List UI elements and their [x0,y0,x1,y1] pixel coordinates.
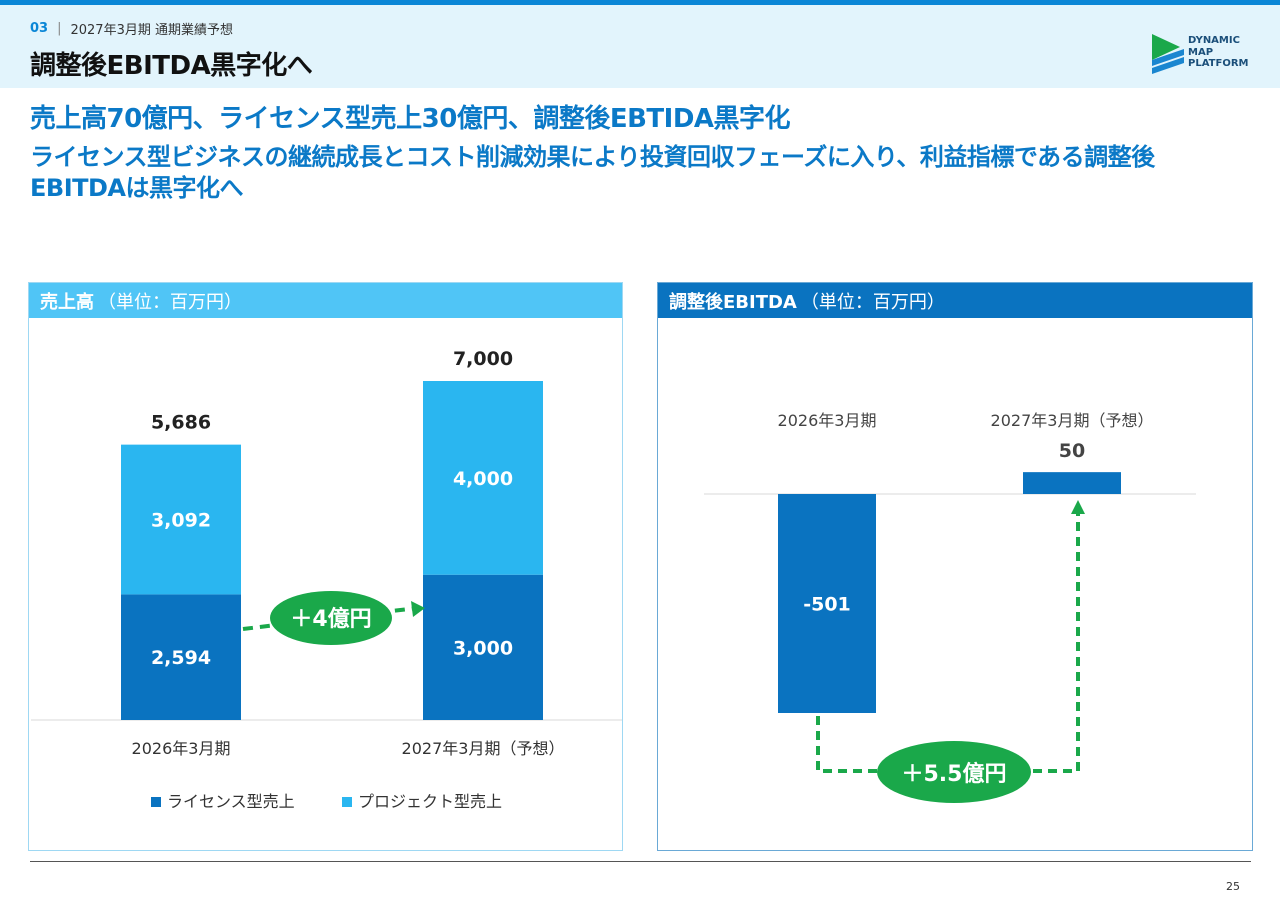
revenue-delta-label: ＋4億円 [290,606,371,632]
ebitda-arrow-head-icon [1071,500,1085,514]
page-title: 調整後EBITDA黒字化へ [30,51,313,81]
revenue-bar-project-1 [423,381,543,575]
revenue-panel-header: 売上高 （単位：百万円） [29,283,622,318]
revenue-total-label: 7,000 [453,348,513,370]
ebitda-category-label: 2027年3月期（予想） [991,411,1154,430]
legend-license-swatch [151,797,161,807]
ebitda-panel-unit: （単位：百万円） [800,291,945,313]
legend-project-swatch [342,797,352,807]
revenue-chart: 2,594 3,092 5,686 2026年3月期 3,000 4,000 7,000 20… [31,348,634,811]
legend-license-label: ライセンス型売上 [167,792,295,811]
revenue-total-label: 5,686 [151,412,211,434]
section-line: 03 | 2027年3月期 通期業績予想 [30,19,233,38]
revenue-bar-value-label: 4,000 [453,468,513,490]
logo-text: DYNAMIC MAP PLATFORM [1188,35,1249,69]
ebitda-category-label: 2026年3月期 [778,411,877,430]
revenue-panel: 売上高 （単位：百万円） 2,594 3,092 5,686 2026年3月期 3,00… [28,282,634,851]
footer-divider [30,861,1251,862]
slide-header: 03 | 2027年3月期 通期業績予想 調整後EBITDA黒字化へ DYNAM… [0,5,1280,88]
top-accent-bar [0,0,1280,5]
section-label: 2027年3月期 通期業績予想 [70,23,233,38]
ebitda-panel: 調整後EBITDA （単位：百万円） -501 2026年3月期 50 2027年3月… [657,282,1253,851]
section-number: 03 [30,21,49,36]
revenue-bar-license-0 [121,594,241,720]
revenue-bar-value-label: 3,092 [151,510,211,532]
revenue-panel-title: 売上高 [40,291,94,313]
ebitda-chart: -501 2026年3月期 50 2027年3月期（予想） ＋5.5億円 [704,411,1196,803]
ebitda-delta-label: ＋5.5億円 [902,761,1007,787]
revenue-delta-bubble [270,591,392,645]
revenue-panel-unit: （単位：百万円） [98,291,242,313]
headline-primary: 売上高70億円、ライセンス型売上30億円、調整後EBTIDA黒字化 [30,104,791,134]
revenue-bar-project-0 [121,444,241,595]
revenue-category-label: 2027年3月期（予想） [402,739,565,758]
revenue-bar-value-label: 3,000 [453,637,513,659]
page-number: 25 [1226,880,1240,893]
company-logo: DYNAMIC MAP PLATFORM [1150,33,1260,77]
ebitda-panel-title: 調整後EBITDA [669,291,797,313]
ebitda-bar-value-label: -501 [803,594,851,616]
ebitda-bar-0 [778,494,876,713]
headline-secondary: ライセンス型ビジネスの継続成長とコスト削減効果により投資回収フェーズに入り、利益… [30,143,1155,202]
ebitda-delta-bubble [877,741,1031,803]
revenue-arrow-head-icon [411,601,425,617]
revenue-bar-license-1 [423,574,543,720]
ebitda-panel-header: 調整後EBITDA （単位：百万円） [658,283,1252,318]
revenue-bar-value-label: 2,594 [151,647,211,669]
section-separator: | [57,21,62,36]
ebitda-bar-value-label: 50 [1059,440,1085,462]
revenue-category-label: 2026年3月期 [132,739,231,758]
ebitda-bar-1 [1023,472,1121,494]
legend-project-label: プロジェクト型売上 [358,792,502,811]
logo-mark-icon [1152,34,1184,74]
